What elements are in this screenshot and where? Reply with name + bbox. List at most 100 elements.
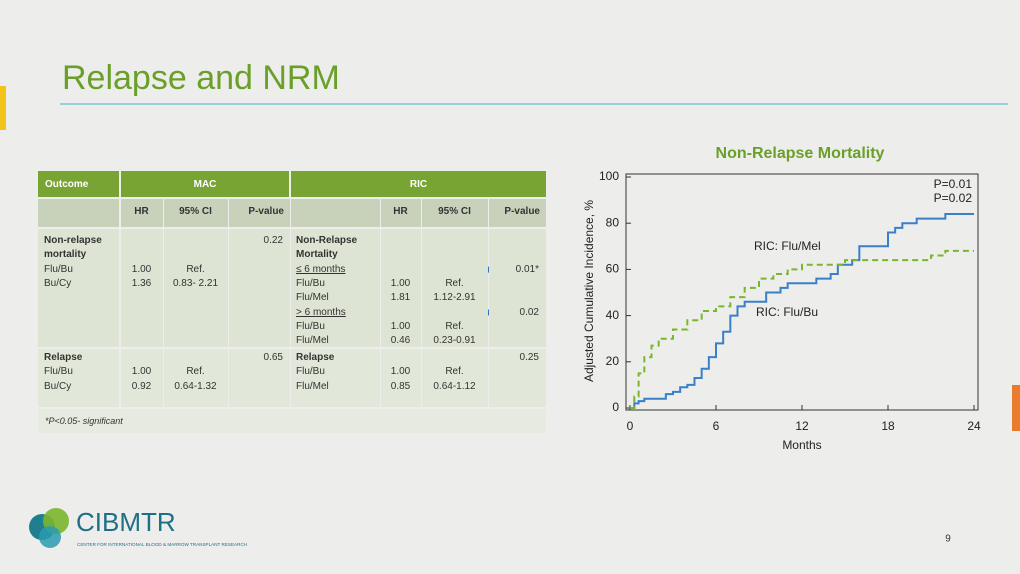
ci: 0.64-1.12 bbox=[433, 380, 476, 392]
table-cell bbox=[291, 349, 380, 407]
table-subheader: 95% CI bbox=[179, 206, 212, 217]
hr: 1.00 bbox=[390, 277, 411, 289]
row-outcome: Relapse bbox=[44, 352, 83, 363]
hr: 1.00 bbox=[390, 320, 411, 332]
table-cell bbox=[121, 199, 163, 227]
left-tab bbox=[0, 86, 6, 130]
table-subheader: HR bbox=[134, 206, 149, 217]
row-group: Flu/Bu bbox=[296, 366, 325, 378]
chart-title: Non-Relapse Mortality bbox=[716, 145, 885, 162]
row-group: Flu/Bu bbox=[296, 320, 325, 332]
row-group: Flu/Bu bbox=[44, 263, 73, 275]
table-subheader: 95% CI bbox=[438, 206, 471, 217]
ci: 0.83- 2.21 bbox=[172, 277, 219, 289]
table-cell bbox=[381, 199, 421, 227]
y-tick-label: 60 bbox=[606, 262, 620, 276]
logo-tagline: CENTER FOR INTERNATIONAL BLOOD & MARROW … bbox=[77, 542, 247, 547]
hr: 0.92 bbox=[131, 380, 152, 392]
table-cell bbox=[422, 349, 488, 407]
series-label: RIC: Flu/Bu bbox=[756, 305, 818, 319]
logo-circle bbox=[39, 526, 61, 548]
table-cell bbox=[38, 349, 119, 407]
table-header: MAC bbox=[193, 179, 217, 190]
table-cell bbox=[38, 171, 119, 197]
table-cell bbox=[291, 171, 546, 197]
table-cell bbox=[38, 199, 119, 227]
row-group: Bu/Cy bbox=[44, 277, 72, 289]
series-label: RIC: Flu/Mel bbox=[754, 239, 821, 253]
row-outcome: Non-Relapse Mortality bbox=[296, 235, 358, 260]
row-group: Flu/Mel bbox=[296, 335, 329, 347]
annotation: P=0.01 bbox=[934, 177, 973, 191]
hr: 1.00 bbox=[131, 366, 152, 378]
ci: Ref. bbox=[445, 277, 464, 289]
row-outcome: Relapse bbox=[296, 352, 335, 363]
ci: Ref. bbox=[445, 366, 464, 378]
ci: 1.12-2.91 bbox=[433, 292, 476, 304]
x-tick-label: 0 bbox=[627, 419, 634, 433]
table-header: RIC bbox=[409, 179, 428, 190]
period-label: ≤ 6 months bbox=[296, 263, 346, 275]
row-group: Flu/Bu bbox=[296, 277, 325, 289]
table-cell bbox=[164, 349, 228, 407]
x-axis-label: Months bbox=[782, 438, 821, 452]
table-cell bbox=[381, 229, 421, 347]
hr: 1.81 bbox=[390, 292, 411, 304]
annotation: P=0.02 bbox=[934, 191, 973, 205]
plot-frame bbox=[625, 173, 979, 411]
ci: 0.64-1.32 bbox=[174, 380, 217, 392]
table-cell bbox=[489, 229, 546, 347]
page-number: 9 bbox=[945, 534, 951, 545]
ci: Ref. bbox=[445, 320, 464, 332]
period-label: > 6 months bbox=[296, 306, 346, 318]
y-tick-label: 0 bbox=[612, 400, 619, 414]
footnote: *P<0.05- significant bbox=[45, 416, 123, 426]
hr: 1.00 bbox=[390, 366, 411, 378]
table-cell bbox=[38, 229, 119, 347]
hr: 0.85 bbox=[390, 380, 411, 392]
x-tick-label: 6 bbox=[713, 419, 720, 433]
x-tick-label: 12 bbox=[795, 419, 809, 433]
y-tick-label: 20 bbox=[606, 354, 620, 368]
p-value: 0.65 bbox=[263, 352, 283, 363]
table-cell bbox=[422, 199, 488, 227]
series-line bbox=[630, 212, 974, 409]
table-cell bbox=[489, 349, 546, 407]
right-tab bbox=[1012, 385, 1020, 431]
table-cell bbox=[291, 199, 380, 227]
table-cell bbox=[164, 229, 228, 347]
table-subheader: P-value bbox=[504, 206, 540, 217]
p-value: 0.22 bbox=[263, 235, 283, 246]
table-cell bbox=[121, 349, 163, 407]
table-cell bbox=[164, 199, 228, 227]
table-cell bbox=[291, 229, 380, 347]
y-tick-label: 100 bbox=[599, 169, 619, 183]
row-outcome: Non-relapse mortality bbox=[44, 235, 102, 260]
table-subheader: HR bbox=[393, 206, 408, 217]
row-group: Flu/Mel bbox=[296, 380, 329, 392]
row-group: Flu/Mel bbox=[296, 292, 329, 304]
ci: Ref. bbox=[186, 366, 205, 378]
x-tick-label: 18 bbox=[881, 419, 895, 433]
table-header: Outcome bbox=[45, 179, 89, 190]
hr: 0.46 bbox=[390, 335, 411, 347]
logo-name: CIBMTR bbox=[76, 507, 176, 537]
hr: 1.36 bbox=[131, 277, 152, 289]
table-cell bbox=[381, 349, 421, 407]
table-cell bbox=[422, 229, 488, 347]
table-cell bbox=[121, 229, 163, 347]
table-cell bbox=[121, 171, 289, 197]
table-cell bbox=[489, 199, 546, 227]
slide-title: Relapse and NRM bbox=[62, 59, 340, 97]
y-axis-label: Adjusted Cumulative Incidence, % bbox=[582, 200, 596, 382]
table-cell bbox=[229, 349, 290, 407]
y-tick-label: 40 bbox=[606, 308, 620, 322]
p-value: 0.02 bbox=[519, 306, 539, 318]
row-group: Bu/Cy bbox=[44, 380, 72, 392]
row-group: Flu/Bu bbox=[44, 366, 73, 378]
x-tick-label: 24 bbox=[967, 419, 981, 433]
ci: Ref. bbox=[186, 263, 205, 275]
hr: 1.00 bbox=[131, 263, 152, 275]
